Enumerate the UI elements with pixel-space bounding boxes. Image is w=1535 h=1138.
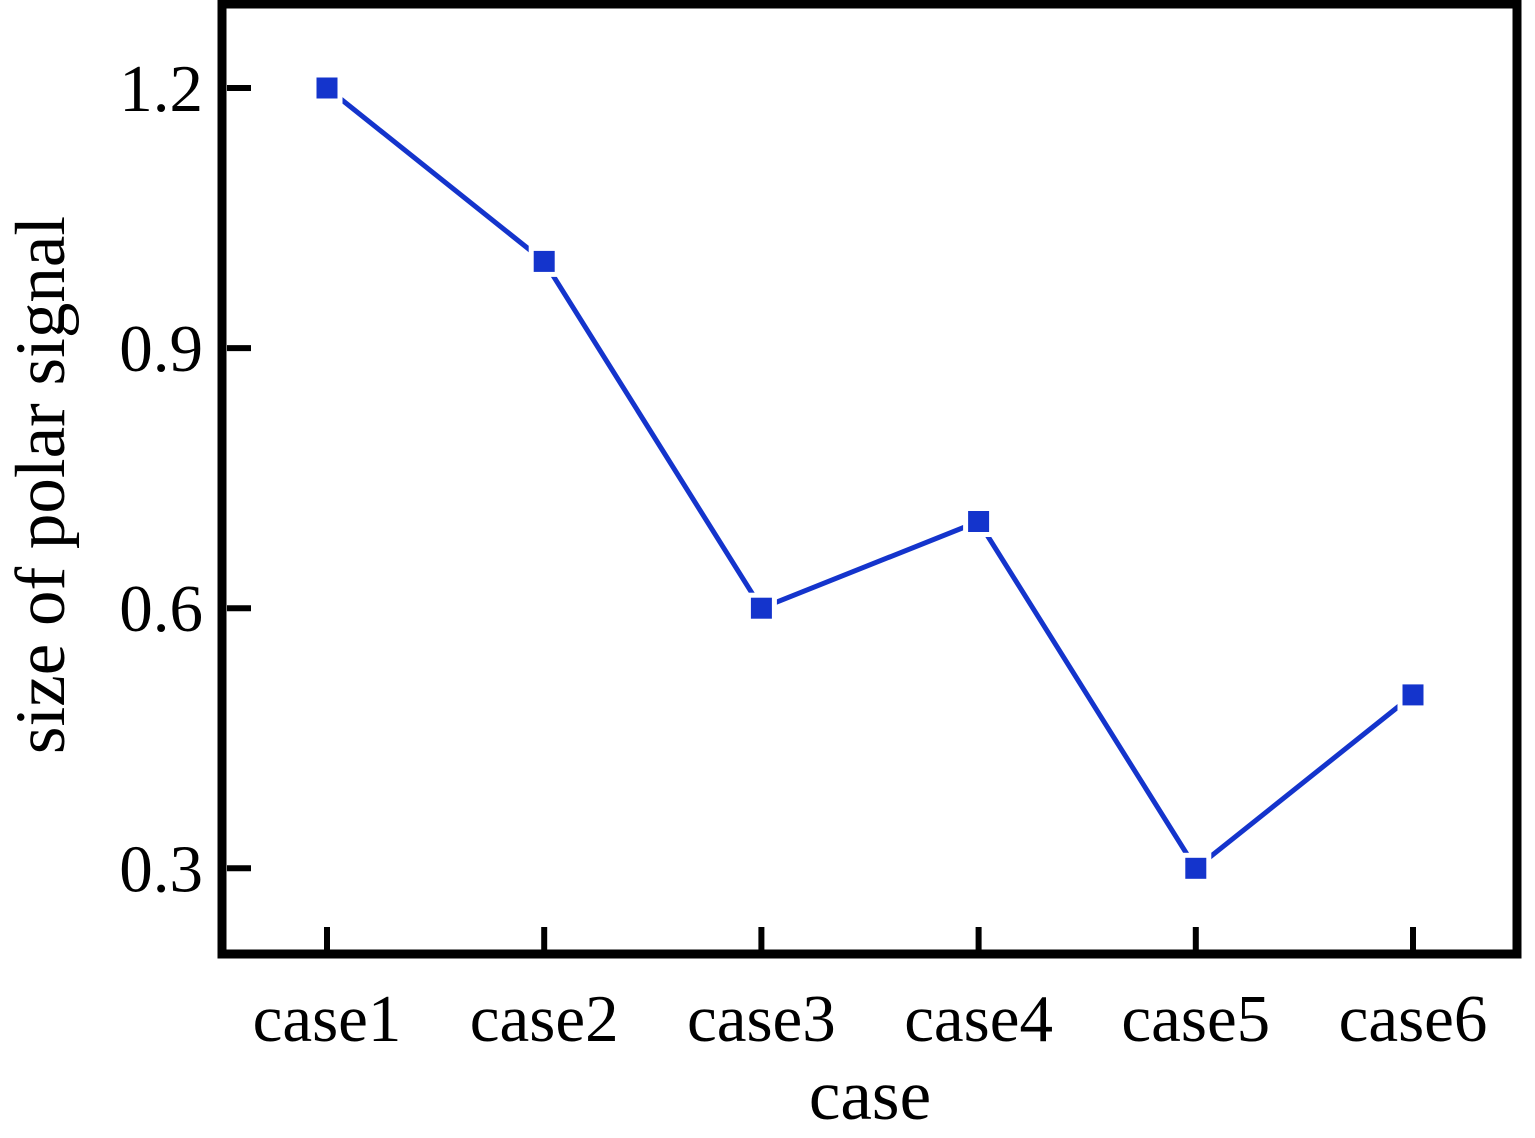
x-tick-label: case2 [470,982,619,1056]
x-tick-label: case3 [687,982,836,1056]
plot-frame [217,0,1522,959]
x-axis-title: case [809,1057,931,1135]
data-series [311,72,1429,884]
data-point-marker [1185,857,1207,879]
y-axis-title: size of polar signal [2,216,80,754]
data-point-marker [750,597,772,619]
x-axis-ticks [324,927,1416,951]
x-axis-tick-labels: case1 case2 case3 case4 case5 case6 [253,982,1488,1056]
x-tick-label: case6 [1339,982,1488,1056]
y-tick-label: 0.9 [119,312,203,386]
data-point-marker [1402,684,1424,706]
x-tick-label: case4 [904,982,1053,1056]
y-axis-ticks [227,85,251,872]
data-point-marker [316,77,338,99]
x-tick-label: case5 [1121,982,1270,1056]
y-tick-label: 0.3 [119,832,203,906]
data-point-marker [533,250,555,272]
data-point-marker [968,511,990,532]
y-axis-tick-labels: 0.3 0.6 0.9 1.2 [119,52,203,906]
x-tick-label: case1 [253,982,402,1056]
data-line [325,86,1415,873]
y-tick-label: 1.2 [119,52,203,126]
y-tick-label: 0.6 [119,572,203,646]
